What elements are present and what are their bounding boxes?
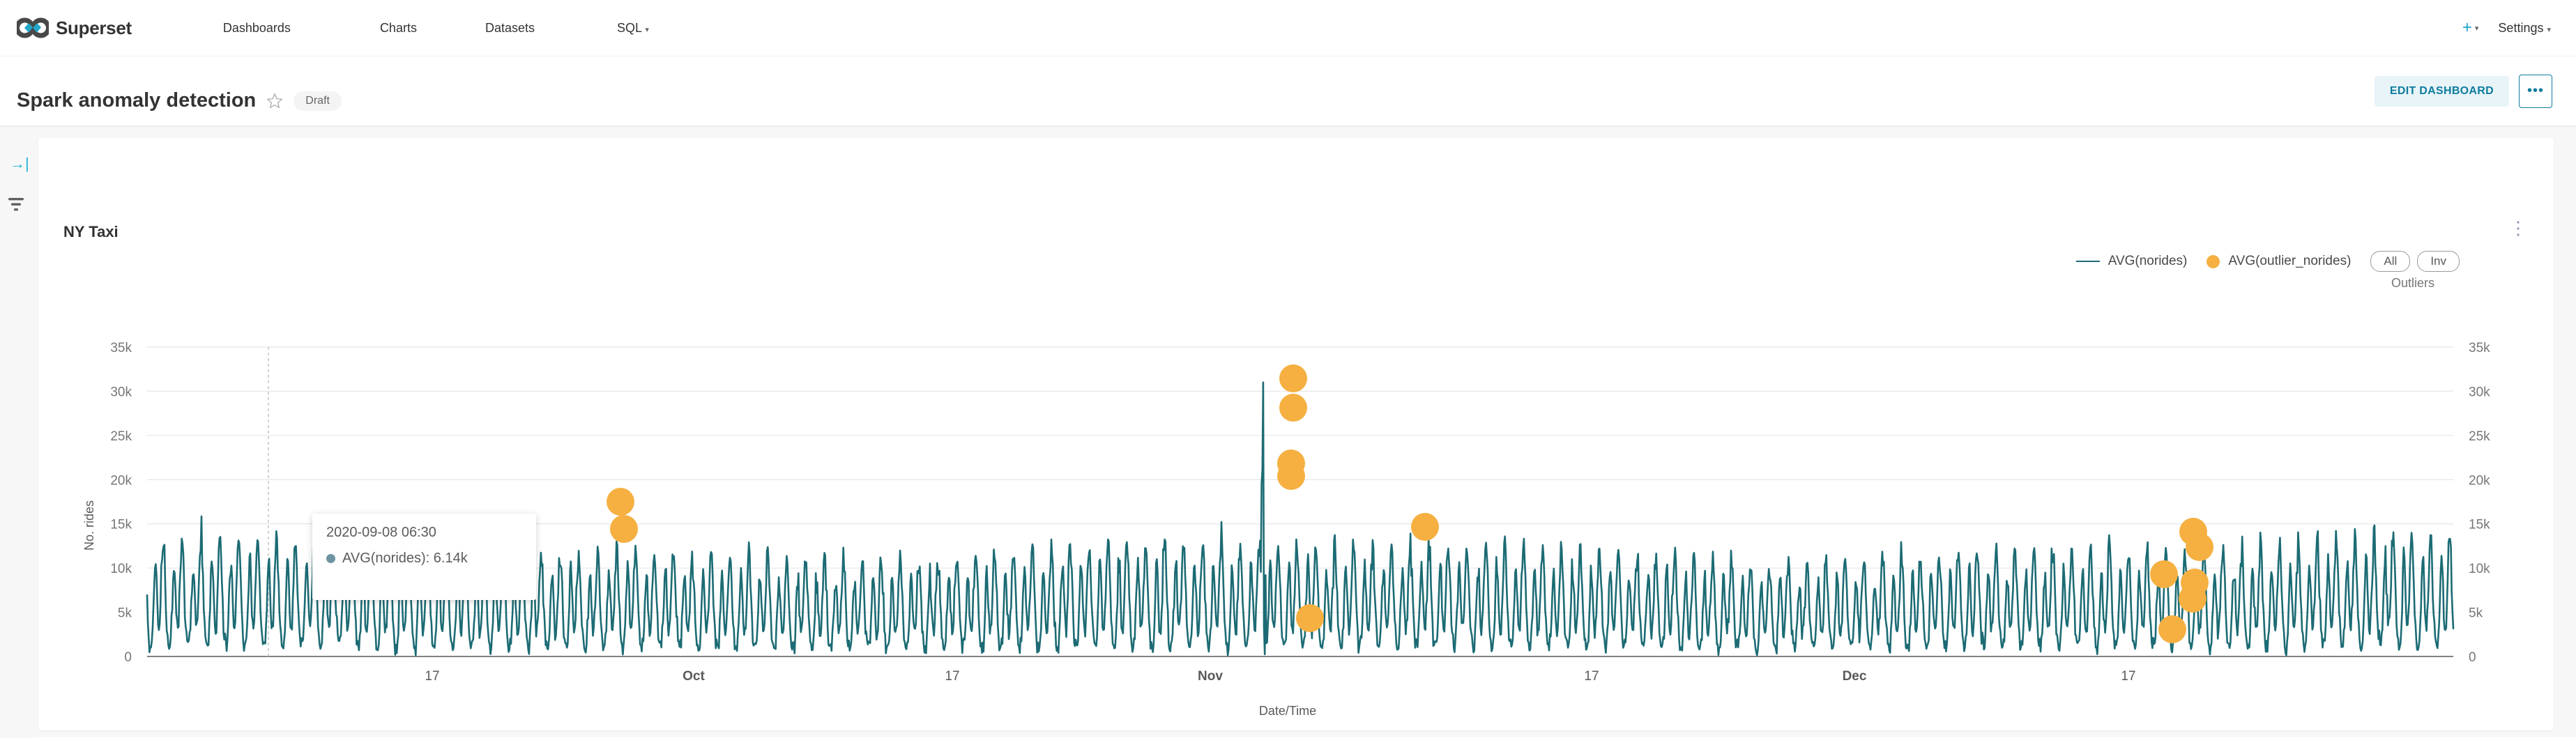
svg-text:17: 17 — [1584, 669, 1599, 684]
svg-text:25k: 25k — [2469, 429, 2490, 444]
svg-text:35k: 35k — [2469, 341, 2490, 355]
svg-text:Nov: Nov — [1198, 669, 1223, 684]
svg-text:20k: 20k — [2469, 473, 2490, 488]
svg-text:17: 17 — [425, 669, 439, 684]
svg-text:30k: 30k — [2469, 385, 2490, 399]
svg-text:15k: 15k — [110, 518, 132, 532]
svg-text:Dec: Dec — [1843, 669, 1867, 684]
svg-text:20k: 20k — [110, 473, 132, 488]
svg-text:35k: 35k — [110, 341, 132, 355]
svg-text:Oct: Oct — [683, 669, 705, 684]
svg-text:5k: 5k — [2469, 606, 2483, 621]
svg-text:10k: 10k — [2469, 562, 2490, 576]
svg-text:0: 0 — [124, 650, 132, 665]
svg-text:25k: 25k — [110, 429, 132, 444]
svg-text:15k: 15k — [2469, 518, 2490, 532]
svg-text:17: 17 — [2121, 669, 2135, 684]
svg-text:30k: 30k — [110, 385, 132, 399]
svg-text:5k: 5k — [118, 606, 132, 621]
svg-text:0: 0 — [2469, 650, 2476, 665]
svg-text:17: 17 — [945, 669, 959, 684]
svg-text:10k: 10k — [110, 562, 132, 576]
